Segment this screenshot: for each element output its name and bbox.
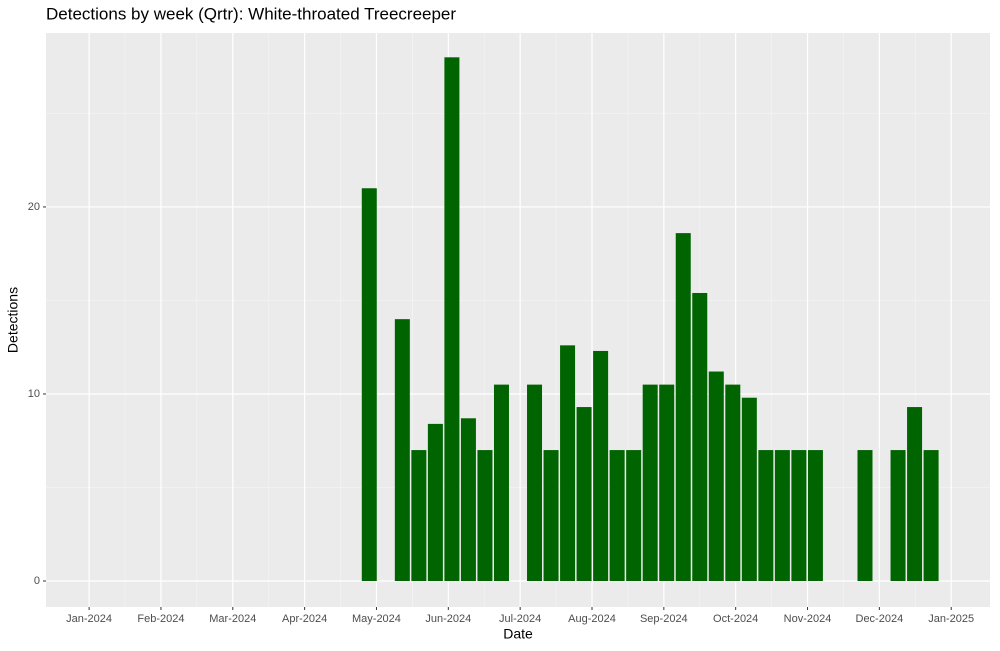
bar <box>741 397 757 582</box>
x-tick-label: Nov-2024 <box>784 613 832 625</box>
x-tick-label: Jan-2025 <box>928 613 974 625</box>
bar <box>576 407 592 582</box>
x-tick-label: Jun-2024 <box>425 613 471 625</box>
bar <box>907 407 923 582</box>
x-tick-label: Mar-2024 <box>209 613 256 625</box>
x-tick-label: Sep-2024 <box>640 613 688 625</box>
bar <box>758 450 774 582</box>
x-tick-label: May-2024 <box>352 613 401 625</box>
bar <box>659 384 675 582</box>
bar <box>774 450 790 582</box>
x-axis-label: Date <box>503 626 533 642</box>
bar <box>477 450 493 582</box>
x-tick-label: Jan-2024 <box>66 613 112 625</box>
bar <box>527 384 543 582</box>
x-tick-label: Apr-2024 <box>282 613 327 625</box>
x-tick-label: Feb-2024 <box>137 613 184 625</box>
x-tick-label: Oct-2024 <box>713 613 758 625</box>
x-tick-label: Jul-2024 <box>499 613 541 625</box>
chart-title: Detections by week (Qrtr): White-throate… <box>46 4 456 23</box>
bar <box>626 450 642 582</box>
bar <box>923 450 939 582</box>
bar <box>642 384 658 582</box>
bar <box>560 345 576 582</box>
bar <box>361 188 377 582</box>
bar <box>675 233 691 582</box>
bar <box>807 450 823 582</box>
bar <box>708 371 724 582</box>
y-axis-label: Detections <box>5 287 21 353</box>
bar <box>460 418 476 582</box>
bar <box>725 384 741 582</box>
bars <box>361 57 939 582</box>
x-tick-label: Dec-2024 <box>856 613 904 625</box>
bar <box>609 450 625 582</box>
bar <box>394 319 410 582</box>
bar <box>493 384 509 582</box>
bar <box>411 450 427 582</box>
bar <box>444 57 460 582</box>
bar <box>593 350 609 582</box>
bar <box>890 450 906 582</box>
bar <box>543 450 559 582</box>
x-tick-label: Aug-2024 <box>568 613 616 625</box>
bar <box>857 450 873 582</box>
bar <box>791 450 807 582</box>
y-tick-label: 20 <box>28 201 40 213</box>
panel <box>46 33 990 607</box>
bar <box>427 423 443 582</box>
y-tick-label: 0 <box>34 575 40 587</box>
bar <box>692 292 708 582</box>
y-tick-label: 10 <box>28 388 40 400</box>
